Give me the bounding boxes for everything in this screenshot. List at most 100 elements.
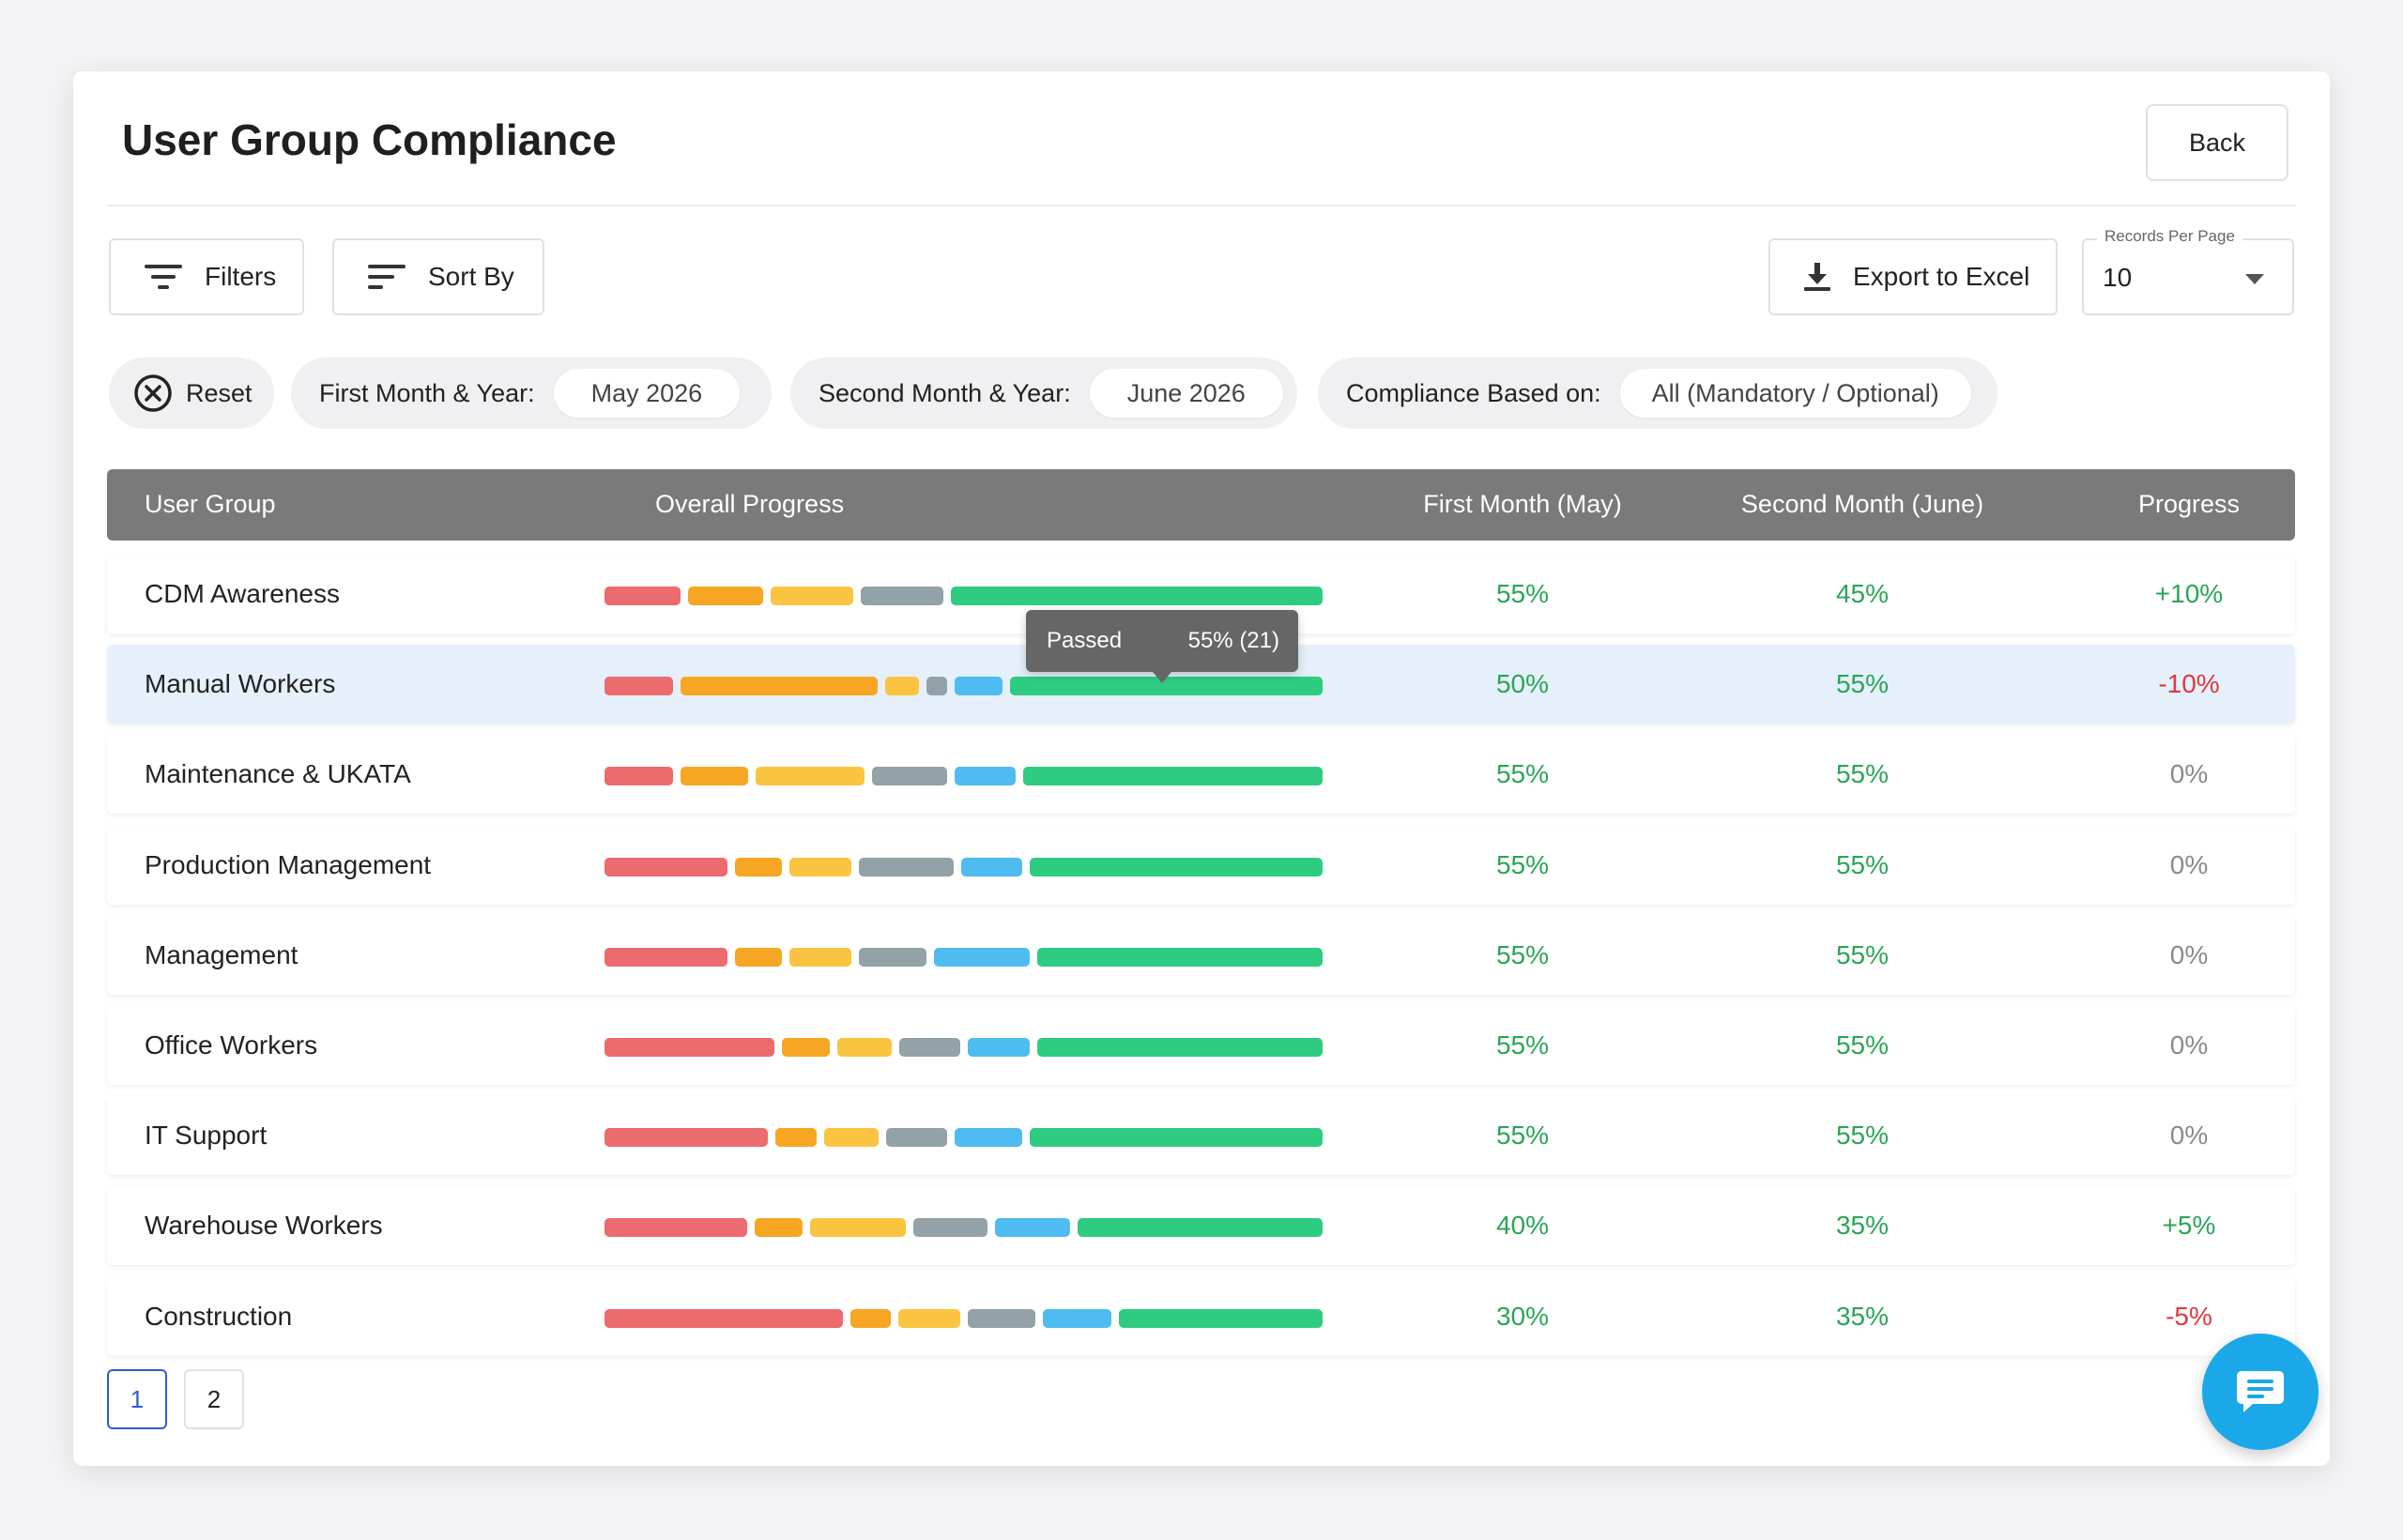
- second-month-chip[interactable]: Second Month & Year: June 2026: [790, 358, 1297, 429]
- records-per-page-label: Records Per Page: [2097, 227, 2242, 246]
- progress-segment[interactable]: [605, 1308, 843, 1328]
- first-month-value: 55%: [1495, 1030, 1550, 1060]
- overall-progress-bar[interactable]: [605, 587, 1323, 605]
- progress-segment[interactable]: [605, 1218, 748, 1238]
- progress-segment[interactable]: [968, 1038, 1030, 1057]
- progress-segment[interactable]: [899, 1038, 961, 1057]
- progress-segment[interactable]: [934, 947, 1030, 967]
- progress-segment[interactable]: [884, 677, 919, 696]
- overall-progress-bar[interactable]: [605, 1308, 1323, 1328]
- progress-segment[interactable]: [605, 767, 673, 786]
- progress-segment[interactable]: [858, 947, 926, 967]
- filters-button[interactable]: Filters: [109, 238, 304, 315]
- progress-segment[interactable]: [1043, 1308, 1111, 1328]
- second-month-value[interactable]: June 2026: [1089, 369, 1283, 418]
- progress-segment[interactable]: [605, 1128, 768, 1148]
- progress-segment[interactable]: [995, 1218, 1070, 1238]
- column-user-group[interactable]: User Group: [145, 490, 276, 518]
- column-overall-progress[interactable]: Overall Progress: [655, 490, 845, 518]
- progress-segment[interactable]: [926, 677, 947, 696]
- sort-by-label: Sort By: [428, 262, 514, 291]
- back-button[interactable]: Back: [2146, 104, 2288, 181]
- progress-segment[interactable]: [789, 947, 851, 967]
- progress-segment[interactable]: [967, 1308, 1035, 1328]
- progress-segment[interactable]: [823, 1128, 879, 1148]
- progress-segment[interactable]: [782, 1038, 830, 1057]
- first-month-value: 55%: [1495, 1121, 1550, 1151]
- progress-segment[interactable]: [858, 857, 954, 877]
- export-to-excel-button[interactable]: Export to Excel: [1768, 238, 2058, 315]
- user-group-name: Management: [145, 939, 298, 969]
- first-month-value[interactable]: May 2026: [553, 369, 741, 418]
- overall-progress-bar[interactable]: [605, 1128, 1323, 1148]
- progress-segment[interactable]: [898, 1308, 960, 1328]
- progress-segment[interactable]: [1030, 857, 1323, 877]
- progress-segment[interactable]: [771, 587, 854, 605]
- page-button-2[interactable]: 2: [184, 1369, 244, 1429]
- table-row[interactable]: IT Support 55% 55% 0%: [107, 1096, 2295, 1176]
- progress-segment[interactable]: [872, 767, 947, 786]
- page-button-1[interactable]: 1: [107, 1369, 167, 1429]
- progress-segment[interactable]: [687, 587, 764, 605]
- progress-segment[interactable]: [756, 767, 865, 786]
- column-progress[interactable]: Progress: [2137, 490, 2241, 518]
- user-group-name: Warehouse Workers: [145, 1211, 383, 1241]
- progress-segment[interactable]: [680, 767, 748, 786]
- overall-progress-bar[interactable]: [605, 1038, 1323, 1057]
- overall-progress-bar[interactable]: [605, 767, 1323, 786]
- progress-segment[interactable]: [1023, 767, 1323, 786]
- progress-segment[interactable]: [605, 947, 727, 967]
- progress-segment[interactable]: [954, 767, 1016, 786]
- progress-segment[interactable]: [755, 1218, 803, 1238]
- progress-segment[interactable]: [954, 677, 1003, 696]
- compliance-chip[interactable]: Compliance Based on: All (Mandatory / Op…: [1318, 358, 1997, 429]
- chevron-down-icon: [2245, 274, 2264, 284]
- progress-segment[interactable]: [1009, 677, 1323, 696]
- progress-segment[interactable]: [734, 947, 783, 967]
- table-row[interactable]: Management 55% 55% 0%: [107, 915, 2295, 995]
- progress-segment[interactable]: [1078, 1218, 1323, 1238]
- table-row[interactable]: Construction 30% 35% -5%: [107, 1276, 2295, 1356]
- sort-by-button[interactable]: Sort By: [332, 238, 544, 315]
- second-month-value: 35%: [1835, 1301, 1890, 1331]
- progress-segment[interactable]: [605, 677, 673, 696]
- first-month-chip[interactable]: First Month & Year: May 2026: [291, 358, 772, 429]
- filters-label: Filters: [205, 262, 277, 291]
- table-row[interactable]: Office Workers 55% 55% 0%: [107, 1006, 2295, 1085]
- progress-segment[interactable]: [1030, 1128, 1323, 1148]
- overall-progress-bar[interactable]: [605, 947, 1323, 967]
- progress-segment[interactable]: [1036, 947, 1323, 967]
- progress-segment[interactable]: [789, 857, 851, 877]
- table-row[interactable]: Maintenance & UKATA 55% 55% 0%: [107, 735, 2295, 815]
- table-row[interactable]: Production Management 55% 55% 0%: [107, 825, 2295, 905]
- chat-button[interactable]: [2202, 1334, 2319, 1450]
- reset-chip[interactable]: Reset: [109, 358, 274, 429]
- progress-segment[interactable]: [680, 677, 878, 696]
- column-second-month[interactable]: Second Month (June): [1740, 490, 1984, 518]
- progress-segment[interactable]: [775, 1128, 817, 1148]
- progress-segment[interactable]: [954, 1128, 1023, 1148]
- progress-segment[interactable]: [837, 1038, 892, 1057]
- overall-progress-bar[interactable]: [605, 677, 1323, 696]
- compliance-value[interactable]: All (Mandatory / Optional): [1619, 369, 1971, 418]
- progress-segment[interactable]: [605, 587, 681, 605]
- column-first-month[interactable]: First Month (May): [1423, 490, 1622, 518]
- progress-segment[interactable]: [951, 587, 1323, 605]
- progress-segment[interactable]: [861, 587, 944, 605]
- progress-segment[interactable]: [605, 1038, 775, 1057]
- progress-segment[interactable]: [885, 1128, 947, 1148]
- progress-segment[interactable]: [961, 857, 1023, 877]
- overall-progress-bar[interactable]: [605, 1218, 1323, 1238]
- progress-change: 0%: [2169, 1121, 2209, 1151]
- tooltip-label: Passed: [1047, 628, 1123, 653]
- progress-segment[interactable]: [734, 857, 783, 877]
- progress-segment[interactable]: [1118, 1308, 1323, 1328]
- progress-segment[interactable]: [1036, 1038, 1323, 1057]
- records-per-page-select[interactable]: Records Per Page 10: [2082, 227, 2294, 315]
- progress-segment[interactable]: [912, 1218, 988, 1238]
- progress-segment[interactable]: [849, 1308, 892, 1328]
- overall-progress-bar[interactable]: [605, 857, 1323, 877]
- table-row[interactable]: Warehouse Workers 40% 35% +5%: [107, 1186, 2295, 1266]
- progress-segment[interactable]: [605, 857, 727, 877]
- progress-segment[interactable]: [810, 1218, 906, 1238]
